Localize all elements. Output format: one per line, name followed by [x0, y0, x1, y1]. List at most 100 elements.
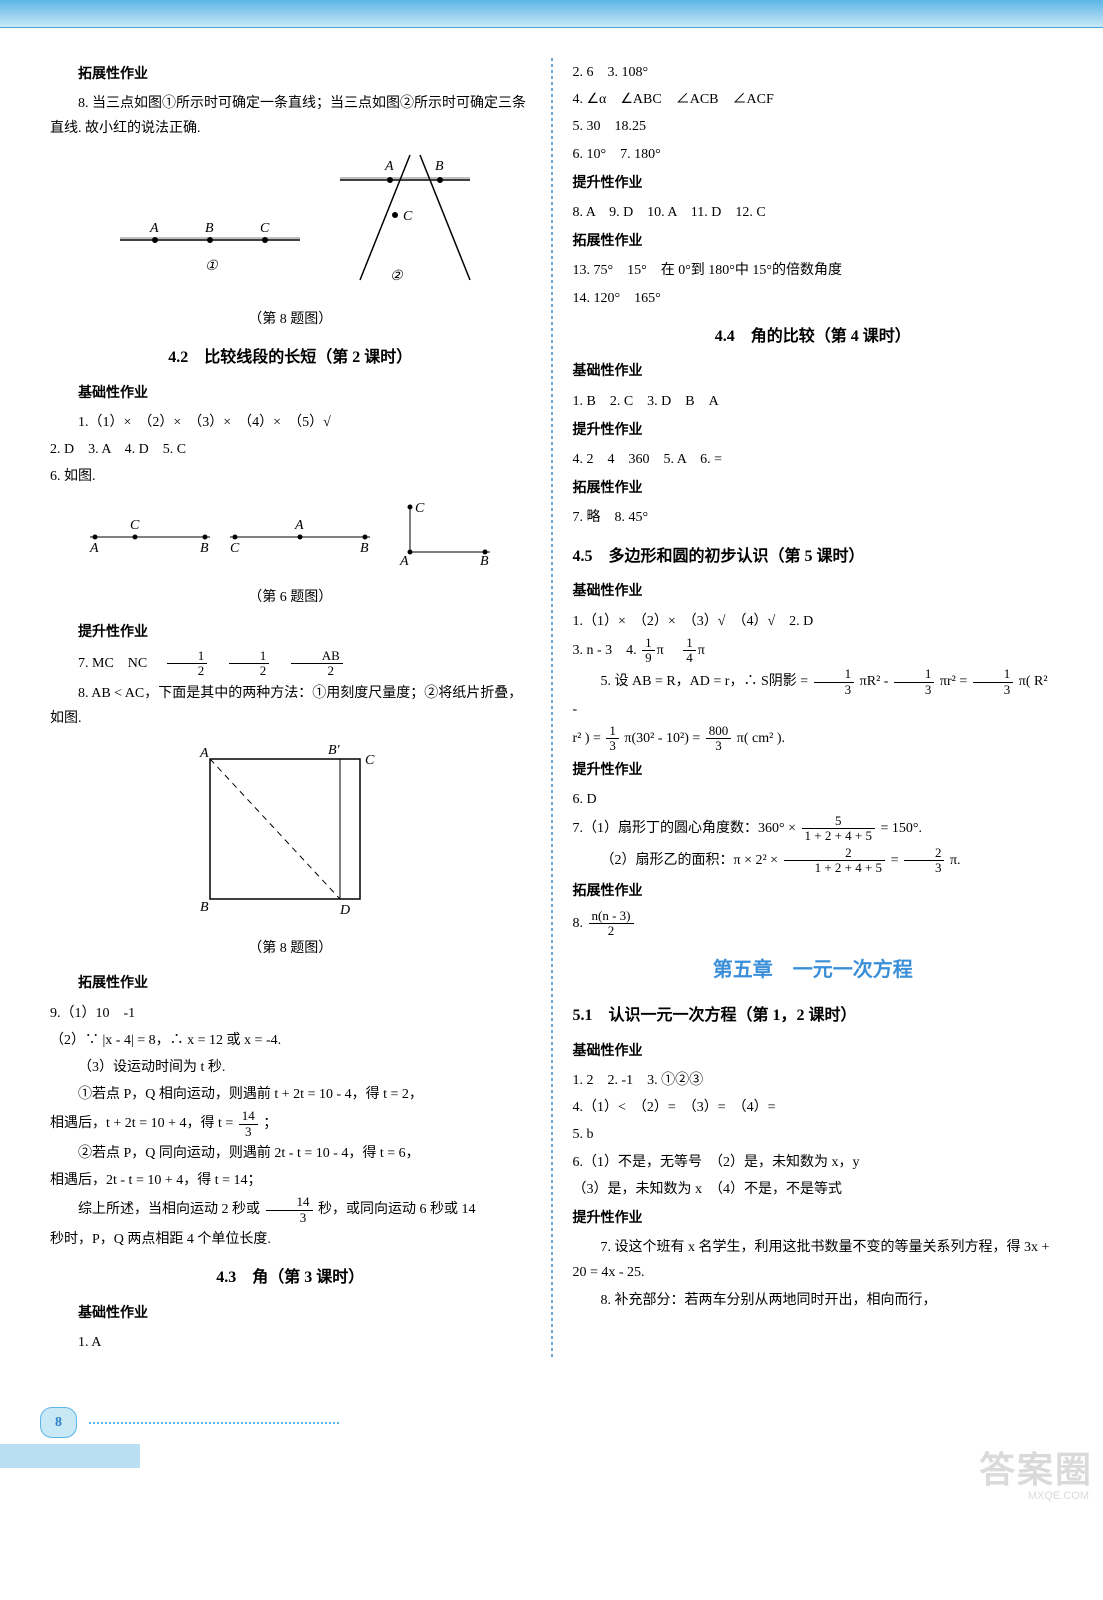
s45-l5: 6. D: [573, 787, 1054, 812]
text: 3. n - 3 4.: [573, 643, 641, 658]
svg-text:B: B: [480, 554, 489, 567]
text: πR² -: [860, 674, 892, 689]
s42-line1: 1.（1）× （2）× （3）× （4）× （5）√: [50, 410, 531, 435]
svg-text:②: ②: [390, 269, 404, 284]
heading-up-44: 提升性作业: [573, 418, 1054, 443]
frac-den: 3: [706, 739, 732, 753]
figure-8b: A B' C B D: [50, 739, 531, 928]
s51-l3: 5. b: [573, 1122, 1054, 1147]
bottom-smear: [0, 1444, 140, 1468]
svg-text:A: A: [294, 518, 304, 533]
text: 综上所述，当相向运动 2 秒或: [78, 1202, 260, 1217]
r-l1: 2. 6 3. 108°: [573, 60, 1054, 85]
text: 5. 设 AB = R，AD = r，∴ S阴影 =: [601, 674, 812, 689]
svg-text:A: A: [149, 221, 159, 236]
frac-den: 3: [904, 861, 945, 875]
s42-line7: 7. MC NC 12 12 AB2: [50, 649, 531, 679]
s42-l9a: 9.（1）10 -1: [50, 1001, 531, 1026]
frac-num: 800: [706, 724, 732, 739]
s42-l9c: （3）设运动时间为 t 秒.: [50, 1055, 531, 1080]
svg-text:C: C: [230, 541, 240, 556]
s42-l9f: ②若点 P，Q 同向运动，则遇前 2t - t = 10 - 4，得 t = 6…: [50, 1141, 531, 1166]
heading-up-43: 提升性作业: [573, 171, 1054, 196]
s45-l7: （2）扇形乙的面积：π × 2² × 21 + 2 + 4 + 5 = 23 π…: [573, 846, 1054, 876]
s45-l3: 5. 设 AB = R，AD = r，∴ S阴影 = 13 πR² - 13 π…: [573, 667, 1054, 722]
text: 秒，或同向运动 6 秒或 14: [318, 1202, 476, 1217]
frac-den: 3: [239, 1125, 258, 1139]
figure-8a-caption: （第 8 题图）: [50, 307, 531, 332]
frac-num: 1: [606, 724, 619, 739]
chapter-5-title: 第五章 一元一次方程: [573, 952, 1054, 988]
left-column: 拓展性作业 8. 当三点如图①所示时可确定一条直线；当三点如图②所示时可确定三条…: [50, 58, 531, 1357]
heading-ext-45: 拓展性作业: [573, 879, 1054, 904]
frac-den: 2: [291, 664, 343, 678]
svg-text:C: C: [130, 518, 140, 533]
page-number: 8: [40, 1407, 77, 1438]
frac-den: 3: [973, 683, 1014, 697]
s42-l9b: （2）∵ |x - 4| = 8，∴ x = 12 或 x = -4.: [50, 1028, 531, 1053]
svg-text:C: C: [415, 501, 425, 516]
r-l6: 13. 75° 15° 在 0°到 180°中 15°的倍数角度: [573, 258, 1054, 283]
frac-num: 1: [814, 667, 855, 682]
heading-basic-44: 基础性作业: [573, 359, 1054, 384]
frac-num: 1: [642, 636, 655, 651]
heading-basic-42: 基础性作业: [50, 381, 531, 406]
svg-text:A: A: [89, 541, 99, 556]
s45-l2: 3. n - 3 4. 19π 14π: [573, 636, 1054, 666]
r-l3: 5. 30 18.25: [573, 114, 1054, 139]
text: πr² =: [940, 674, 971, 689]
frac-den: 2: [229, 664, 270, 678]
svg-text:①: ①: [205, 259, 219, 274]
s44-l2: 4. 2 4 360 5. A 6. =: [573, 447, 1054, 472]
figure-8a-svg: A B C ① A B C ②: [100, 150, 480, 290]
frac-num: 14: [266, 1195, 313, 1210]
frac-den: 2: [167, 664, 208, 678]
section-4-4-title: 4.4 角的比较（第 4 课时）: [573, 323, 1054, 352]
svg-text:A: A: [384, 159, 394, 174]
frac-num: n(n - 3): [589, 909, 634, 924]
figure-6-svg: A C B C A B C A B: [80, 497, 500, 567]
r-l5: 8. A 9. D 10. A 11. D 12. C: [573, 200, 1054, 225]
s42-line8: 8. AB < AC，下面是其中的两种方法：①用刻度尺量度；②将纸片折叠，如图.: [50, 681, 531, 731]
s51-l5: （3）是，未知数为 x （4）不是，不是等式: [573, 1177, 1054, 1202]
text: r² ) =: [573, 731, 605, 746]
r-l7: 14. 120° 165°: [573, 286, 1054, 311]
section-4-2-title: 4.2 比较线段的长短（第 2 课时）: [50, 344, 531, 373]
s45-l8: 8. n(n - 3)2: [573, 909, 1054, 939]
text: ；: [263, 1116, 277, 1131]
s42-line3: 6. 如图.: [50, 464, 531, 489]
s45-l6: 7.（1）扇形丁的圆心角度数：360° × 51 + 2 + 4 + 5 = 1…: [573, 814, 1054, 844]
text: π(30² - 10²) =: [624, 731, 703, 746]
svg-text:B: B: [200, 900, 209, 915]
q8-text: 8. 当三点如图①所示时可确定一条直线；当三点如图②所示时可确定三条直线. 故小…: [50, 91, 531, 141]
heading-basic-45: 基础性作业: [573, 579, 1054, 604]
heading-basic-43: 基础性作业: [50, 1301, 531, 1326]
s51-l2: 4.（1）< （2）= （3）= （4）=: [573, 1095, 1054, 1120]
svg-text:A: A: [199, 746, 209, 761]
s42-l9g: 相遇后，2t - t = 10 + 4，得 t = 14；: [50, 1168, 531, 1193]
page-footer: 8: [0, 1397, 1103, 1508]
s42-line2: 2. D 3. A 4. D 5. C: [50, 437, 531, 462]
frac-num: 1: [229, 649, 270, 664]
heading-up-45: 提升性作业: [573, 758, 1054, 783]
s51-l4: 6.（1）不是，无等号 （2）是，未知数为 x，y: [573, 1150, 1054, 1175]
text: π.: [950, 853, 961, 868]
frac-den: 2: [589, 924, 634, 938]
figure-6: A C B C A B C A B: [50, 497, 531, 576]
s44-l1: 1. B 2. C 3. D B A: [573, 389, 1054, 414]
frac-den: 1 + 2 + 4 + 5: [802, 829, 876, 843]
svg-text:C: C: [403, 209, 413, 224]
frac-den: 3: [894, 683, 935, 697]
frac-den: 3: [266, 1211, 313, 1225]
text: 相遇后，t + 2t = 10 + 4，得 t =: [50, 1116, 237, 1131]
column-divider: [551, 58, 553, 1357]
svg-text:B: B: [435, 159, 444, 174]
footer-dotted-line: [89, 1422, 339, 1424]
frac-den: 3: [606, 739, 619, 753]
heading-basic-51: 基础性作业: [573, 1039, 1054, 1064]
s42-l9d: ①若点 P，Q 相向运动，则遇前 t + 2t = 10 - 4，得 t = 2…: [50, 1082, 531, 1107]
svg-text:B: B: [205, 221, 214, 236]
s51-l6: 7. 设这个班有 x 名学生，利用这批书数量不变的等量关系列方程，得 3x + …: [573, 1235, 1054, 1285]
figure-8a: A B C ① A B C ②: [50, 150, 531, 299]
s42-l7-text: 7. MC NC: [78, 656, 161, 671]
